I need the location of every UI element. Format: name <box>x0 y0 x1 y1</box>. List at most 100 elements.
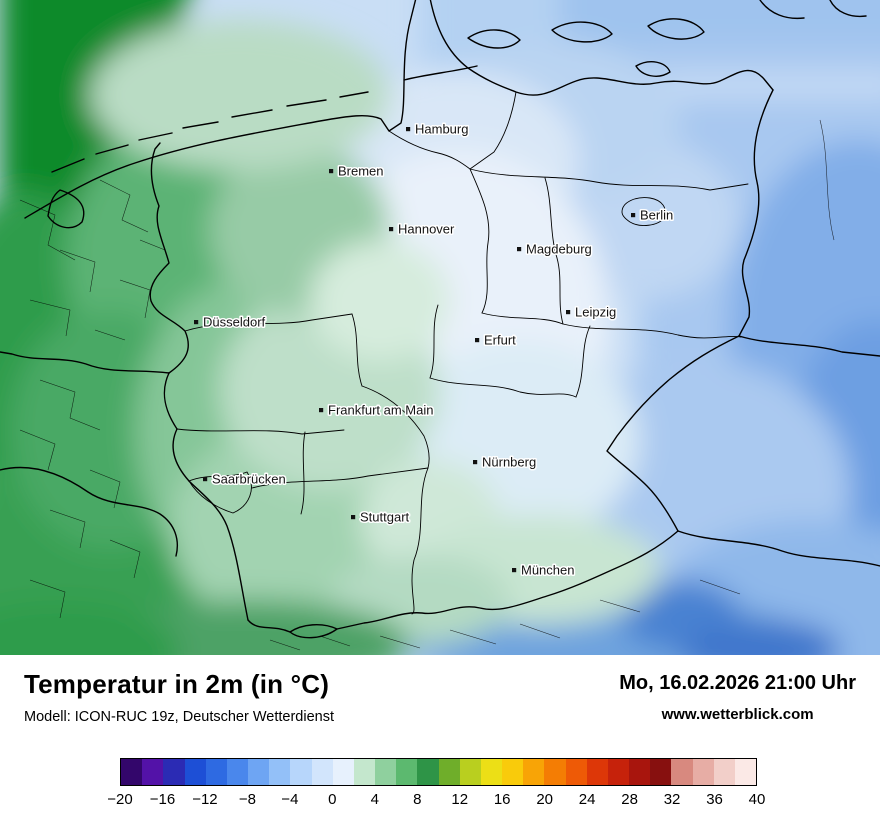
valid-datetime: Mo, 16.02.2026 21:00 Uhr <box>619 672 856 694</box>
legend-tick-label: 20 <box>536 791 553 808</box>
city-label: Berlin <box>640 208 673 223</box>
legend-color-segment <box>248 759 270 785</box>
city-layer: Hamburg Bremen Hannover Berlin Magdeburg Leip… <box>194 120 675 579</box>
legend-color-segment <box>290 759 312 785</box>
city-dot-icon <box>631 213 636 218</box>
legend-tick-label: 0 <box>328 791 337 808</box>
city-dot-icon <box>517 247 522 252</box>
country-borders <box>0 0 880 639</box>
legend-color-segment <box>544 759 566 785</box>
legend-color-segment <box>523 759 545 785</box>
legend-tick-label: −12 <box>192 791 218 808</box>
city-dot-icon <box>512 568 517 573</box>
legend-tick-label: −16 <box>149 791 176 808</box>
city-label: Saarbrücken <box>212 472 286 487</box>
legend-color-segment <box>607 759 630 785</box>
city-marker-hannover: Hannover <box>389 220 457 238</box>
legend-tick-label: 32 <box>663 791 681 808</box>
city-label: Magdeburg <box>526 242 592 257</box>
city-dot-icon <box>351 515 356 520</box>
legend-color-segment <box>713 759 735 785</box>
city-marker-bremen: Bremen <box>329 162 385 180</box>
legend-color-segment <box>163 759 185 785</box>
legend-color-segment <box>121 759 143 785</box>
legend-tick-label: 24 <box>578 791 596 808</box>
legend-tick-label: 12 <box>451 791 469 808</box>
date-block: Mo, 16.02.2026 21:00 Uhr www.wetterblick… <box>619 669 856 723</box>
legend-color-segment <box>502 759 524 785</box>
city-marker-leipzig: Leipzig <box>566 303 618 321</box>
legend-color-segment <box>734 759 757 785</box>
city-marker-hamburg: Hamburg <box>406 120 470 138</box>
city-dot-icon <box>203 477 208 482</box>
city-label: Nürnberg <box>482 455 536 470</box>
legend-color-segment <box>438 759 460 785</box>
city-dot-icon <box>406 127 411 132</box>
legend-color-segment <box>142 759 164 785</box>
legend-tick-label: −20 <box>107 791 133 808</box>
legend-color-segment <box>311 759 333 785</box>
city-dot-icon <box>319 408 324 413</box>
legend-color-segment <box>205 759 227 785</box>
city-label: München <box>521 563 574 578</box>
city-marker-berlin: Berlin <box>631 206 675 224</box>
legend-color-segment <box>692 759 714 785</box>
temperature-field <box>0 0 880 655</box>
city-marker-magdeburg: Magdeburg <box>517 240 593 258</box>
city-marker-erfurt: Erfurt <box>475 331 518 349</box>
city-dot-icon <box>475 338 480 343</box>
city-label: Bremen <box>338 164 384 179</box>
temperature-map-svg: Hamburg Bremen Hannover Berlin Magdeburg Leip… <box>0 0 880 655</box>
legend-tick-label: 16 <box>493 791 511 808</box>
legend-tick-label: 36 <box>706 791 723 808</box>
legend-tick-label: 4 <box>370 791 379 808</box>
map-area: Hamburg Bremen Hannover Berlin Magdeburg Leip… <box>0 0 880 655</box>
website-label: www.wetterblick.com <box>661 706 814 723</box>
legend-tick-label: 8 <box>413 791 422 808</box>
district-borders <box>19 119 835 651</box>
legend-color-segment <box>332 759 354 785</box>
title-block: Temperatur in 2m (in °C) Modell: ICON-RU… <box>24 669 334 725</box>
legend-color-segment <box>565 759 587 785</box>
legend-color-segment <box>480 759 503 785</box>
legend-color-bar <box>120 758 757 786</box>
legend-color-segment <box>417 759 439 785</box>
state-borders <box>176 91 749 615</box>
city-marker-düsseldorf: Düsseldorf <box>194 313 267 331</box>
legend-color-segment <box>650 759 672 785</box>
city-dot-icon <box>473 460 478 465</box>
legend-color-segment <box>226 759 249 785</box>
city-label: Erfurt <box>484 333 516 348</box>
city-label: Düsseldorf <box>203 315 266 330</box>
city-dot-icon <box>566 310 571 315</box>
info-row: Temperatur in 2m (in °C) Modell: ICON-RU… <box>24 669 856 725</box>
city-dot-icon <box>194 320 199 325</box>
city-marker-münchen: München <box>512 561 576 579</box>
map-title: Temperatur in 2m (in °C) <box>24 669 330 699</box>
legend-color-segment <box>586 759 608 785</box>
model-info: Modell: ICON-RUC 19z, Deutscher Wetterdi… <box>24 709 334 725</box>
legend-color-segment <box>396 759 418 785</box>
legend-color-segment <box>184 759 206 785</box>
legend-color-segment <box>269 759 291 785</box>
legend-color-segment <box>353 759 376 785</box>
legend-color-segment <box>375 759 397 785</box>
footer: Temperatur in 2m (in °C) Modell: ICON-RU… <box>0 655 880 830</box>
temperature-legend: −20 −16 −12 −8 −4 0 4 8 12 16 20 24 28 32 36 40 <box>107 758 765 811</box>
city-label: Stuttgart <box>360 510 410 525</box>
city-dot-icon <box>389 227 394 232</box>
legend-tick-label: −8 <box>238 791 256 808</box>
legend-tick-row: −20 −16 −12 −8 −4 0 4 8 12 16 20 24 28 32 36 40 <box>107 791 765 811</box>
city-label: Hamburg <box>415 122 468 137</box>
city-label: Leipzig <box>575 305 616 320</box>
city-marker-stuttgart: Stuttgart <box>351 508 411 526</box>
city-label: Frankfurt am Main <box>328 403 433 418</box>
legend-tick-label: 28 <box>621 791 638 808</box>
city-label: Hannover <box>398 222 455 237</box>
legend-color-segment <box>671 759 693 785</box>
legend-color-segment <box>459 759 481 785</box>
legend-tick-label: 40 <box>748 791 766 808</box>
city-marker-saarbrücken: Saarbrücken <box>203 470 287 488</box>
city-marker-frankfurt-am-main: Frankfurt am Main <box>319 401 435 419</box>
